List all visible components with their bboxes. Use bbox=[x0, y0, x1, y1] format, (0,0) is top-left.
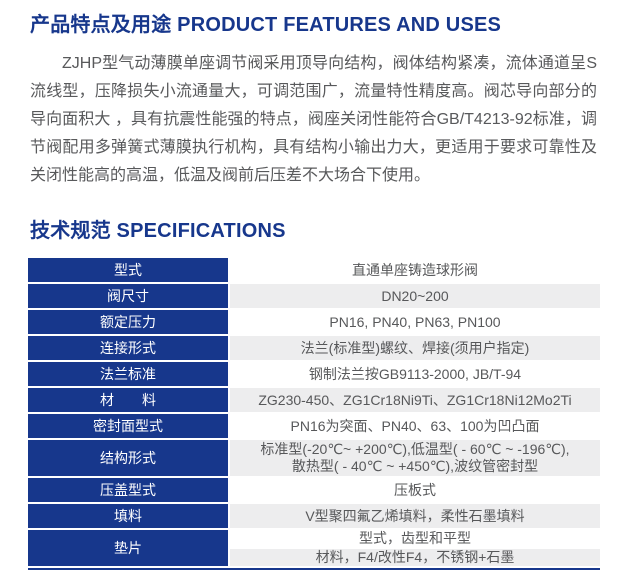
table-row: 连接形式 法兰(标准型)螺纹、焊接(须用户指定) bbox=[28, 336, 600, 360]
table-row: 垫片 型式，齿型和平型 材料，F4/改性F4，不锈钢+石墨 bbox=[28, 530, 600, 566]
spec-label-packing: 填料 bbox=[28, 504, 228, 528]
spec-value-structure: 标准型(-20℃~ +200℃),低温型( - 60℃ ~ -196℃), 散热… bbox=[230, 440, 600, 476]
specs-section-title: 技术规范 SPECIFICATIONS bbox=[30, 220, 286, 242]
table-row: 材 料 ZG230-450、ZG1Cr18Ni9Ti、ZG1Cr18Ni12Mo… bbox=[28, 388, 600, 412]
spec-table: 型式 直通单座铸造球形阀 阀尺寸 DN20~200 额定压力 PN16, PN4… bbox=[28, 258, 600, 566]
spec-value-packing: V型聚四氟乙烯填料，柔性石墨填料 bbox=[230, 504, 600, 528]
spec-label-material: 材 料 bbox=[28, 388, 228, 412]
spec-value-gasket-material: 材料，F4/改性F4，不锈钢+石墨 bbox=[230, 549, 600, 566]
table-row: 结构形式 标准型(-20℃~ +200℃),低温型( - 60℃ ~ -196℃… bbox=[28, 440, 600, 476]
spec-value-material: ZG230-450、ZG1Cr18Ni9Ti、ZG1Cr18Ni12Mo2Ti bbox=[230, 388, 600, 412]
spec-value-gland-type: 压板式 bbox=[230, 478, 600, 502]
spec-label-sealing-face: 密封面型式 bbox=[28, 414, 228, 438]
spec-label-gasket: 垫片 bbox=[28, 530, 228, 566]
spec-label-rated-pressure: 额定压力 bbox=[28, 310, 228, 334]
table-row: 压盖型式 压板式 bbox=[28, 478, 600, 502]
spec-label-type: 型式 bbox=[28, 258, 228, 282]
spec-value-valve-size: DN20~200 bbox=[230, 284, 600, 308]
table-row: 阀尺寸 DN20~200 bbox=[28, 284, 600, 308]
features-paragraph: ZJHP型气动薄膜单座调节阀采用顶导向结构，阀体结构紧凑，流体通道呈S流线型，压… bbox=[30, 55, 597, 184]
spec-value-rated-pressure: PN16, PN40, PN63, PN100 bbox=[230, 310, 600, 334]
spec-value-structure-line2: 散热型( - 40℃ ~ +450℃),波纹管密封型 bbox=[291, 458, 539, 474]
spec-label-flange-standard: 法兰标准 bbox=[28, 362, 228, 386]
spec-value-flange-standard: 钢制法兰按GB9113-2000, JB/T-94 bbox=[230, 362, 600, 386]
spec-label-structure: 结构形式 bbox=[28, 440, 228, 476]
spec-value-sealing-face: PN16为突面、PN40、63、100为凹凸面 bbox=[230, 414, 600, 438]
table-row: 法兰标准 钢制法兰按GB9113-2000, JB/T-94 bbox=[28, 362, 600, 386]
spec-label-connection: 连接形式 bbox=[28, 336, 228, 360]
spec-value-gasket-type: 型式，齿型和平型 bbox=[230, 530, 600, 547]
spec-value-gasket-group: 型式，齿型和平型 材料，F4/改性F4，不锈钢+石墨 bbox=[230, 530, 600, 566]
spec-label-valve-size: 阀尺寸 bbox=[28, 284, 228, 308]
table-row: 密封面型式 PN16为突面、PN40、63、100为凹凸面 bbox=[28, 414, 600, 438]
table-row: 额定压力 PN16, PN40, PN63, PN100 bbox=[28, 310, 600, 334]
spec-value-connection: 法兰(标准型)螺纹、焊接(须用户指定) bbox=[230, 336, 600, 360]
spec-value-structure-line1: 标准型(-20℃~ +200℃),低温型( - 60℃ ~ -196℃), bbox=[260, 441, 570, 457]
table-bottom-rule bbox=[28, 568, 600, 570]
spec-value-type: 直通单座铸造球形阀 bbox=[230, 258, 600, 282]
table-row: 型式 直通单座铸造球形阀 bbox=[28, 258, 600, 282]
table-row: 填料 V型聚四氟乙烯填料，柔性石墨填料 bbox=[28, 504, 600, 528]
spec-label-gland-type: 压盖型式 bbox=[28, 478, 228, 502]
features-section-title: 产品特点及用途 PRODUCT FEATURES AND USES bbox=[30, 14, 502, 36]
